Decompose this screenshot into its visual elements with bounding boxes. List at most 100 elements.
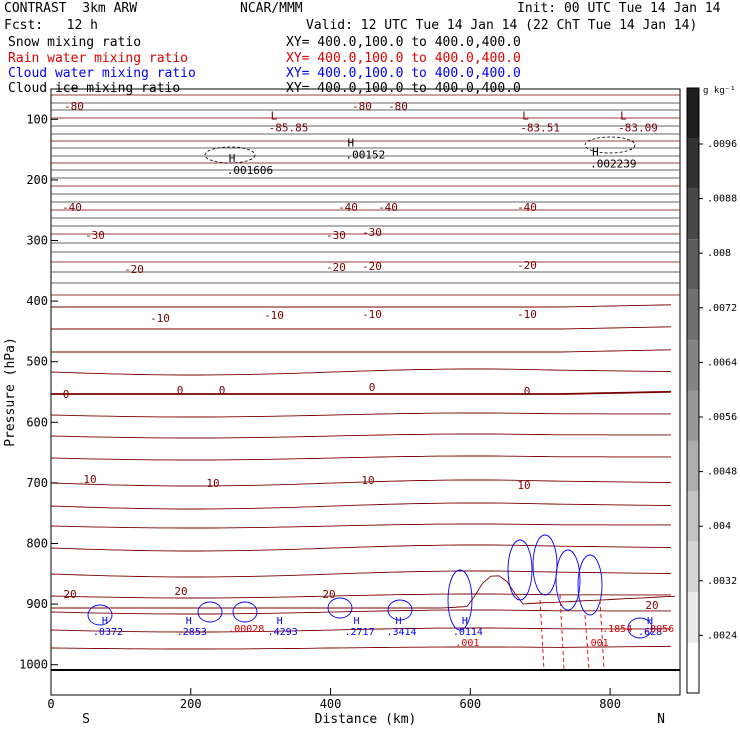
colorbar-segment <box>687 289 699 341</box>
cloud-ice-contour <box>204 146 256 164</box>
colorbar-segment <box>687 592 699 643</box>
y-tick-label: 400 <box>26 294 48 308</box>
extremum-value: -83.09 <box>618 121 658 134</box>
cloud-water-contour <box>387 599 413 621</box>
y-tick-label: 600 <box>26 415 48 429</box>
temperature-contour-label: 0 <box>524 385 531 398</box>
temperature-contour-label: 20 <box>63 588 76 601</box>
rain-high-value: .0056 <box>644 624 674 635</box>
cloud-water-high-marker: H <box>354 616 360 627</box>
forecast-hour: Fcst: 12 h <box>4 18 98 33</box>
legend-cloud-water: Cloud water mixing ratio <box>8 66 196 81</box>
temperature-contour-label: 20 <box>322 588 335 601</box>
y-tick-label: 1000 <box>19 658 48 672</box>
extremum-value: .002239 <box>590 158 636 171</box>
temperature-contour-label: 0 <box>63 388 70 401</box>
cloud-water-high-value: .0372 <box>93 627 123 638</box>
temperature-contour <box>50 368 672 376</box>
extremum-value: -83.51 <box>520 121 560 134</box>
temperature-contour-label: 0 <box>369 381 376 394</box>
colorbar-segment <box>687 239 699 290</box>
cloud-water-high-marker: H <box>647 616 653 627</box>
y-tick-label: 200 <box>26 173 48 187</box>
temperature-contour-label: 0 <box>219 384 226 397</box>
x-tick-label: 600 <box>459 697 481 711</box>
cloud-water-contour <box>532 534 558 596</box>
cloud-water-high-marker: H <box>102 616 108 627</box>
cloud-water-high-value: .3414 <box>386 627 416 638</box>
temperature-contour <box>50 593 671 599</box>
temperature-contour <box>50 455 671 461</box>
cloud-water-high-marker: H <box>395 616 401 627</box>
cloud-water-contour <box>577 554 603 616</box>
cloud-water-contour <box>327 597 353 619</box>
colorbar-segment <box>687 138 699 189</box>
temperature-contour <box>51 390 672 395</box>
temperature-contour-label: -40 <box>338 201 358 214</box>
temperature-contour <box>50 479 672 487</box>
temperature-contour <box>50 627 671 633</box>
rain-high-value: .00028 <box>228 624 264 635</box>
cloud-ice-contour <box>584 136 636 154</box>
temperature-contour-label: 20 <box>645 599 658 612</box>
cloud-water-high-value: .628 <box>638 627 662 638</box>
temperature-contour-label: -40 <box>62 201 82 214</box>
colorbar-segment <box>687 188 699 240</box>
rain-high-value: .001 <box>585 638 609 649</box>
temperature-contour-label: -20 <box>362 260 382 273</box>
temperature-contour <box>51 326 672 330</box>
x-end-label-south: S <box>82 712 90 727</box>
colorbar-label: .0032 <box>707 576 737 587</box>
temperature-contour-label: 10 <box>83 473 96 486</box>
rain-water-contour <box>599 599 605 671</box>
colorbar-segment <box>687 440 699 492</box>
temperature-contour <box>50 645 672 650</box>
colorbar-segment <box>687 340 699 391</box>
temperature-contour-label: -80 <box>64 100 84 113</box>
temperature-contour-label: -20 <box>124 263 144 276</box>
cloud-water-high-value: .4293 <box>268 627 298 638</box>
cloud-water-contour <box>447 569 473 631</box>
cloud-water-contour <box>507 539 533 601</box>
temperature-contour-label: 10 <box>361 474 374 487</box>
y-axis-label: Pressure (hPa) <box>3 337 18 447</box>
legend-rain-xy: XY= 400.0,100.0 to 400.0,400.0 <box>286 51 521 66</box>
temperature-contour-label: -40 <box>378 201 398 214</box>
colorbar-label: .008 <box>707 248 731 259</box>
rain-high-value: .1854 <box>602 624 632 635</box>
rain-water-contour <box>559 594 565 671</box>
colorbar-segment <box>687 642 699 693</box>
temperature-contour-label: -30 <box>326 229 346 242</box>
colorbar-label: .0096 <box>707 139 737 150</box>
cloud-water-contour <box>627 617 653 639</box>
cloud-water-contour <box>197 601 223 623</box>
colorbar-label: .0056 <box>707 412 737 423</box>
x-end-label-north: N <box>657 712 665 727</box>
temperature-contour-label: 20 <box>174 585 187 598</box>
y-tick-label: 500 <box>26 355 48 369</box>
cloud-water-contour <box>555 549 581 611</box>
colorbar-label: .0024 <box>707 630 737 641</box>
colorbar-segment <box>687 491 699 542</box>
rain-high-value: .001 <box>455 638 479 649</box>
colorbar-label: .004 <box>707 521 731 532</box>
cloud-water-high-value: .2853 <box>177 627 207 638</box>
temperature-contour-label: -20 <box>326 261 346 274</box>
temperature-contour-label: -30 <box>362 226 382 239</box>
temperature-contour-label: -40 <box>517 201 537 214</box>
temperature-contour <box>50 609 671 615</box>
high-marker: H <box>348 137 355 150</box>
high-marker: H <box>229 152 236 165</box>
temperature-contour-label: -10 <box>264 309 284 322</box>
temperature-contour-label: -30 <box>85 229 105 242</box>
y-tick-label: 900 <box>26 597 48 611</box>
temperature-contour <box>50 570 672 578</box>
temperature-contour-label: -80 <box>352 100 372 113</box>
colorbar-label: .0048 <box>707 467 737 478</box>
temperature-contour-label: -80 <box>388 100 408 113</box>
colorbar-segment <box>687 541 699 593</box>
cloud-water-high-marker: H <box>277 616 283 627</box>
temperature-contour <box>51 349 672 353</box>
high-marker: H <box>592 146 599 159</box>
